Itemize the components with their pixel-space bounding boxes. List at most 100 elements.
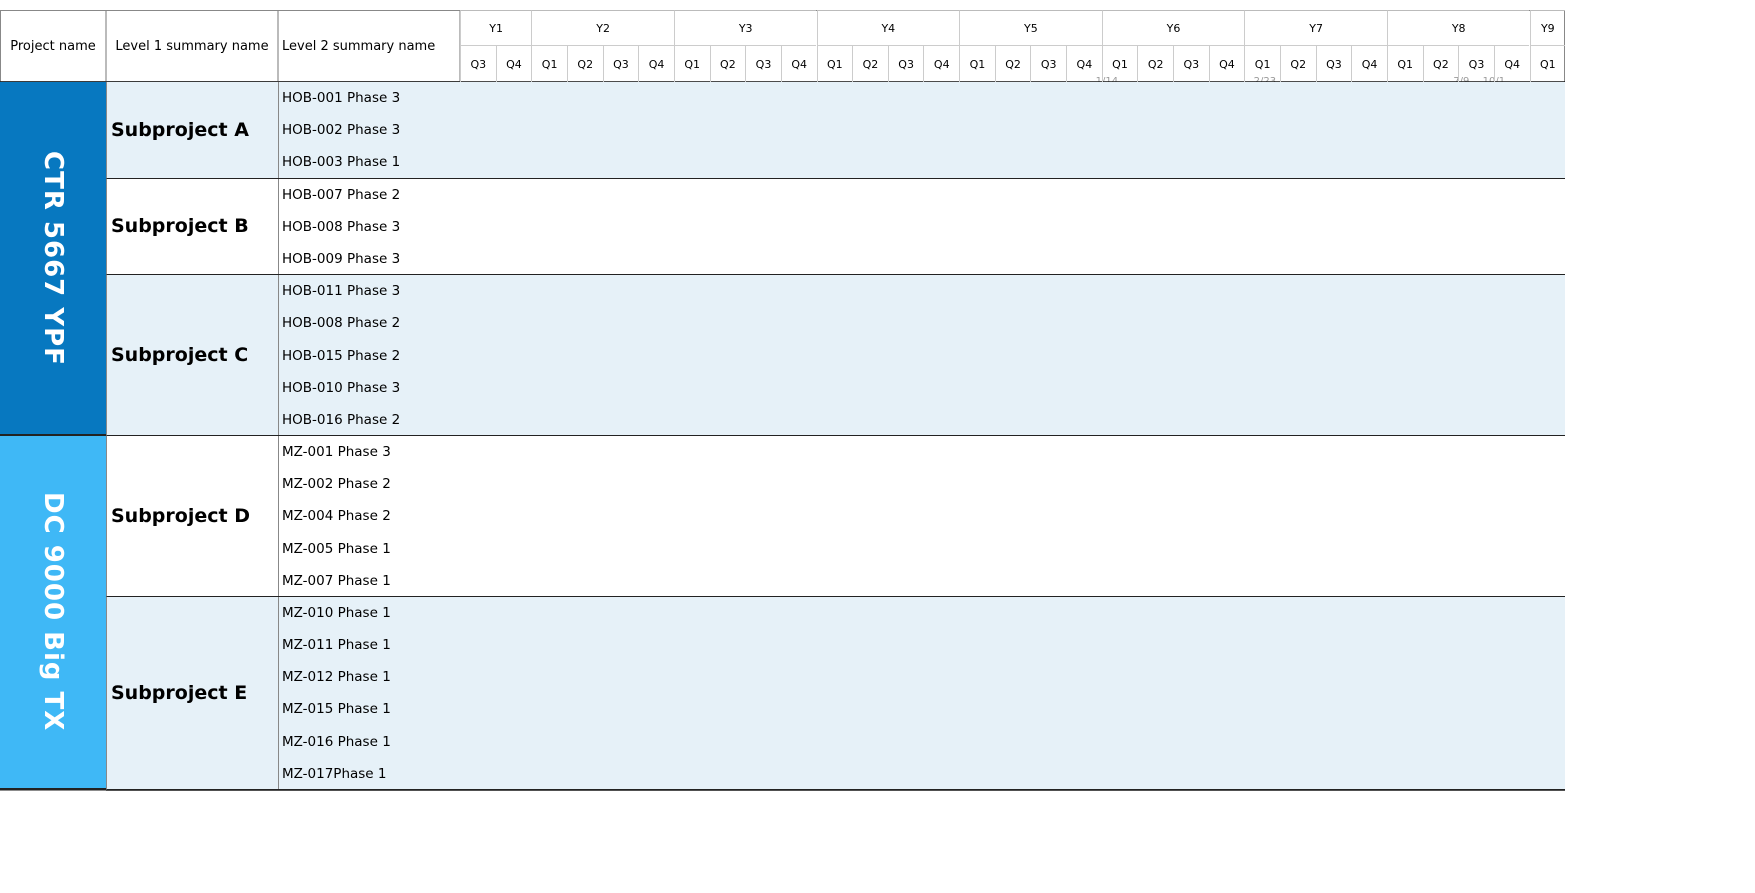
row-background — [278, 661, 1565, 694]
subproject-name: Subproject D — [106, 435, 278, 597]
row-background — [278, 82, 1565, 115]
year-label: Y1 — [460, 10, 532, 45]
task-name: MZ-004 Phase 2 — [278, 500, 460, 533]
task-name: MZ-012 Phase 1 — [278, 661, 460, 694]
project-name-text: DC 9000 Big TX — [38, 492, 68, 732]
quarter-label: Q2 — [566, 45, 603, 82]
task-name: HOB-016 Phase 2 — [278, 403, 460, 436]
subproject-name: Subproject C — [106, 275, 278, 436]
row-background — [278, 564, 1565, 597]
quarter-label: Q2 — [1422, 45, 1459, 82]
quarter-label: Q2 — [1279, 45, 1316, 82]
subproject-row — [106, 275, 1565, 436]
year-label: Y4 — [816, 10, 960, 45]
subproject-name: Subproject A — [106, 82, 278, 179]
subproject-row — [106, 435, 1565, 597]
task-name: MZ-010 Phase 1 — [278, 596, 460, 630]
row-background — [278, 210, 1565, 243]
row-background — [278, 403, 1565, 436]
subproject-row — [106, 596, 1565, 790]
task-name: HOB-008 Phase 2 — [278, 307, 460, 340]
task-name: MZ-001 Phase 3 — [278, 435, 460, 469]
quarter-label: Q3 — [745, 45, 781, 82]
quarter-label: Q3 — [887, 45, 924, 82]
quarter-label: Q4 — [1066, 45, 1102, 82]
task-name: HOB-003 Phase 1 — [278, 146, 460, 179]
row-background — [278, 146, 1565, 179]
quarter-label: Q1 — [673, 45, 710, 82]
row-background — [278, 532, 1565, 565]
task-name: MZ-005 Phase 1 — [278, 532, 460, 565]
quarter-label: Q3 — [1458, 45, 1494, 82]
quarter-label: Q1 — [1529, 45, 1566, 82]
row-background — [278, 339, 1565, 372]
row-background — [278, 725, 1565, 758]
row-background — [278, 435, 1565, 469]
task-name: MZ-016 Phase 1 — [278, 725, 460, 758]
quarter-label: Q1 — [959, 45, 995, 82]
quarter-label: Q3 — [602, 45, 639, 82]
task-name: HOB-011 Phase 3 — [278, 275, 460, 308]
task-name: HOB-008 Phase 3 — [278, 210, 460, 243]
row-background — [278, 275, 1565, 308]
quarter-label: Q4 — [1493, 45, 1530, 82]
task-name: MZ-002 Phase 2 — [278, 468, 460, 501]
quarter-label: Q2 — [709, 45, 746, 82]
quarter-label: Q1 — [1386, 45, 1423, 82]
quarter-label: Q2 — [1137, 45, 1173, 82]
row-background — [278, 500, 1565, 533]
task-name: MZ-017Phase 1 — [278, 757, 460, 790]
subproject-row — [106, 82, 1565, 179]
row-background — [278, 629, 1565, 662]
quarter-label: Q1 — [1244, 45, 1280, 82]
project-name: CTR 5667 YPF — [0, 82, 106, 436]
task-name: MZ-015 Phase 1 — [278, 693, 460, 726]
project-name: DC 9000 Big TX — [0, 435, 106, 790]
task-name: HOB-010 Phase 3 — [278, 371, 460, 404]
year-label: Y8 — [1386, 10, 1530, 45]
quarter-label: Q4 — [1208, 45, 1245, 82]
year-label: Y7 — [1244, 10, 1387, 45]
quarter-label: Q3 — [1030, 45, 1067, 82]
header-project-name: Project name — [0, 10, 106, 82]
row-background — [278, 178, 1565, 211]
quarter-label: Q2 — [852, 45, 888, 82]
year-label: Y3 — [673, 10, 817, 45]
task-name: HOB-015 Phase 2 — [278, 339, 460, 372]
subproject-row — [106, 178, 1565, 276]
quarter-label: Q3 — [1173, 45, 1209, 82]
quarter-label: Q1 — [816, 45, 853, 82]
task-name: MZ-007 Phase 1 — [278, 564, 460, 597]
task-name: HOB-007 Phase 2 — [278, 178, 460, 211]
quarter-label: Q4 — [1351, 45, 1387, 82]
subproject-name: Subproject E — [106, 596, 278, 790]
task-name: MZ-011 Phase 1 — [278, 629, 460, 662]
quarter-label: Q2 — [994, 45, 1031, 82]
task-name: HOB-009 Phase 3 — [278, 242, 460, 276]
row-background — [278, 307, 1565, 340]
project-name-text: CTR 5667 YPF — [38, 150, 68, 366]
year-label: Y2 — [531, 10, 674, 45]
year-label: Y9 — [1529, 10, 1566, 45]
header-level2-name: Level 2 summary name — [278, 10, 460, 82]
task-name: HOB-002 Phase 3 — [278, 114, 460, 147]
row-background — [278, 596, 1565, 630]
row-background — [278, 757, 1565, 790]
quarter-label: Q3 — [1315, 45, 1352, 82]
year-label: Y6 — [1101, 10, 1245, 45]
year-label: Y5 — [959, 10, 1102, 45]
quarter-label: Q4 — [495, 45, 532, 82]
quarter-label: Q1 — [1101, 45, 1138, 82]
row-background — [278, 242, 1565, 276]
quarter-label: Q1 — [531, 45, 567, 82]
row-background — [278, 114, 1565, 147]
task-name: HOB-001 Phase 3 — [278, 82, 460, 115]
row-background — [278, 693, 1565, 726]
subproject-name: Subproject B — [106, 178, 278, 276]
quarter-label: Q4 — [780, 45, 817, 82]
quarter-label: Q4 — [638, 45, 674, 82]
quarter-label: Q3 — [460, 45, 496, 82]
row-background — [278, 468, 1565, 501]
row-background — [278, 371, 1565, 404]
